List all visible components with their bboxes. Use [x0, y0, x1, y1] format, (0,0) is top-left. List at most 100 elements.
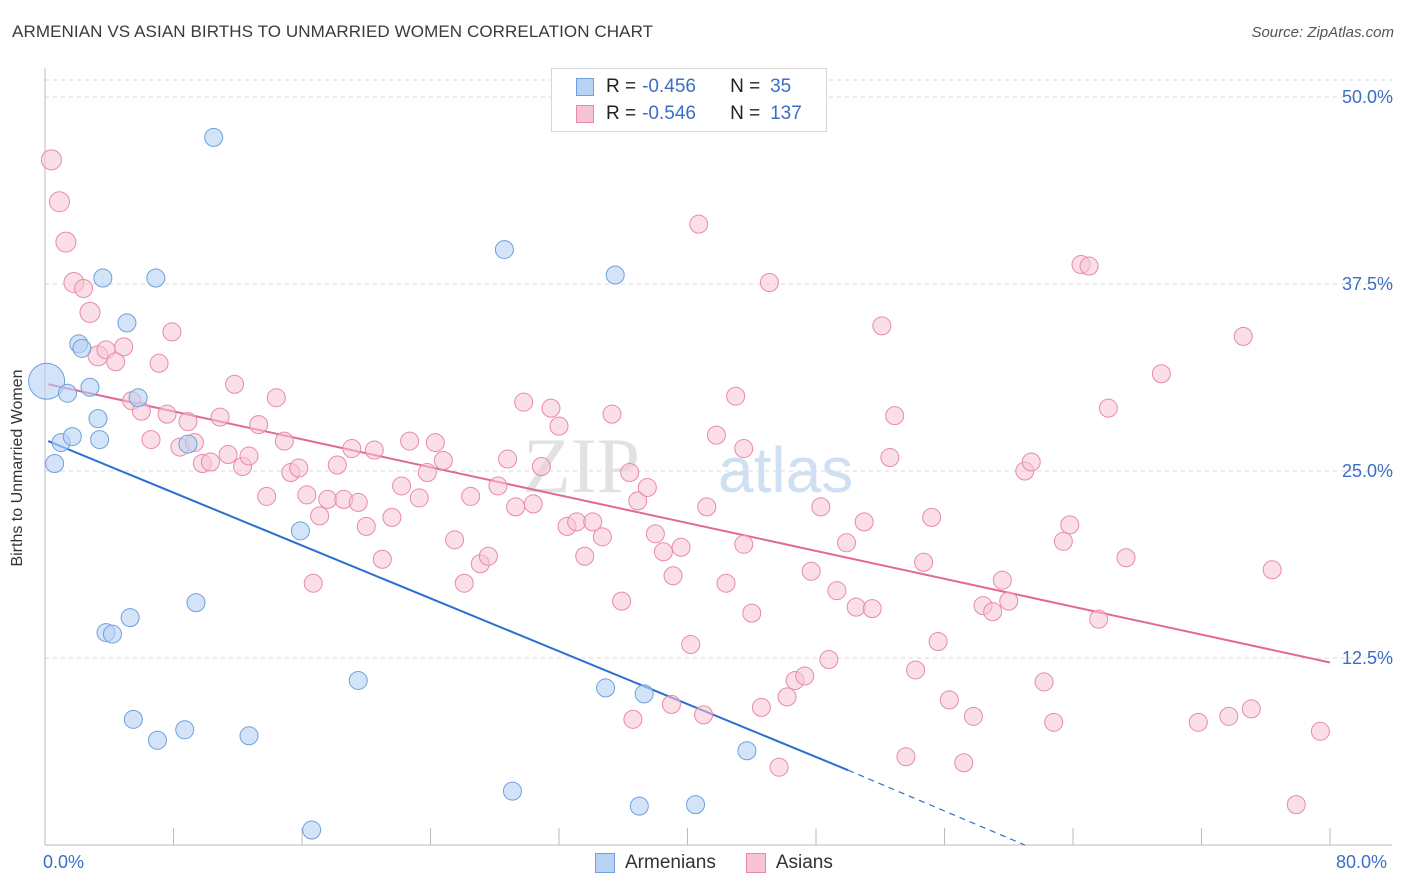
asian-point [409, 488, 429, 508]
asian-point [348, 492, 368, 512]
asian-point [1286, 795, 1306, 815]
asian-point [157, 404, 177, 424]
asian-point [48, 191, 70, 213]
armenian-point [128, 388, 148, 408]
armenian-point [45, 454, 65, 474]
asian-point [742, 603, 762, 623]
stats-legend: R = -0.456 N = 35 R = -0.546 N = 137 [551, 68, 827, 132]
armenian-point [62, 427, 82, 447]
y-tick-labels: 12.5% 25.0% 37.5% 50.0% [1342, 87, 1393, 668]
asian-point [342, 439, 362, 459]
asian-point [751, 697, 771, 717]
asian-point [567, 512, 587, 532]
asian-point [1044, 712, 1064, 732]
asian-point [896, 747, 916, 767]
asian-point [734, 534, 754, 554]
armenian-point [146, 268, 166, 288]
armenians-swatch [595, 853, 615, 873]
y-tick-label: 12.5% [1342, 648, 1393, 668]
asian-point [1241, 699, 1261, 719]
asian-point [769, 757, 789, 777]
legend-r-label: R = [606, 76, 637, 97]
asian-point [706, 425, 726, 445]
asian-point [645, 524, 665, 544]
asian-point [846, 597, 866, 617]
asian-point [1219, 706, 1239, 726]
asian-point [999, 591, 1019, 611]
asian-swatch [576, 105, 594, 123]
asian-point [392, 476, 412, 496]
gridlines [45, 79, 1392, 659]
legend-n-label: N = [730, 103, 761, 124]
asian-point [1310, 721, 1330, 741]
armenian-point [596, 678, 616, 698]
asian-point [218, 445, 238, 465]
axes [44, 68, 1392, 846]
legend-label-asians: Asians [775, 852, 833, 873]
asian-point [819, 649, 839, 669]
chart-source: Source: ZipAtlas.com [1251, 24, 1394, 41]
asian-point [297, 485, 317, 505]
asian-point [289, 458, 309, 478]
asian-point [726, 386, 746, 406]
chart-title: ARMENIAN VS ASIAN BIRTHS TO UNMARRIED WO… [12, 22, 654, 41]
asian-point [400, 431, 420, 451]
asians-swatch [745, 853, 766, 873]
asian-point [689, 214, 709, 234]
asian-point [983, 602, 1003, 622]
asian-point [506, 497, 526, 517]
x-tick-label-min: 0.0% [43, 852, 85, 872]
armenian-point [178, 434, 198, 454]
y-axis-label: Births to Unmarried Women [9, 369, 26, 567]
legend-item-asians[interactable]: Asians [745, 852, 833, 874]
armenian-point [120, 608, 140, 628]
asian-point [1233, 326, 1253, 346]
asian-point [514, 392, 534, 412]
asian-point [531, 457, 551, 477]
asian-point [149, 353, 169, 373]
asian-point [922, 507, 942, 527]
asian-point [200, 452, 220, 472]
asian-point [777, 687, 797, 707]
asian-point [257, 486, 277, 506]
armenian-point [502, 781, 522, 801]
armenian-point [80, 377, 100, 397]
asian-point [992, 570, 1012, 590]
asian-point [372, 549, 392, 569]
asian-point [862, 599, 882, 619]
legend-r-value-armenian: -0.456 [642, 76, 696, 97]
asian-point [663, 566, 683, 586]
armenian-point [28, 362, 66, 400]
asian-point [575, 546, 595, 566]
asian-trend [48, 383, 1331, 664]
asian-point [417, 462, 437, 482]
legend-item-armenians[interactable]: Armenians [595, 852, 716, 874]
asian-point [795, 666, 815, 686]
asian-point [1098, 398, 1118, 418]
legend-r-label: R = [606, 103, 637, 124]
asian-point [880, 448, 900, 468]
asian-point [523, 494, 543, 514]
armenian-point [175, 720, 195, 740]
asian-point [963, 706, 983, 726]
y-tick-label: 50.0% [1342, 87, 1393, 107]
asian-point [327, 455, 347, 475]
asian-point [364, 440, 384, 460]
asian-point [106, 352, 126, 372]
armenian-point [605, 265, 625, 285]
legend-n-value-armenian: 35 [770, 76, 792, 97]
armenian-point [57, 383, 77, 403]
armenian-point [302, 820, 322, 840]
legend-r-value-asian: -0.546 [642, 103, 696, 124]
armenian-point [634, 684, 654, 704]
asian-point [801, 561, 821, 581]
armenian-point [239, 726, 259, 746]
asian-point [681, 635, 701, 655]
asian-point [1021, 452, 1041, 472]
asian-point [382, 507, 402, 527]
armenian-point [123, 709, 143, 729]
asian-point [906, 660, 926, 680]
asian-point [249, 415, 269, 435]
x-tick-label-max: 80.0% [1336, 852, 1388, 872]
